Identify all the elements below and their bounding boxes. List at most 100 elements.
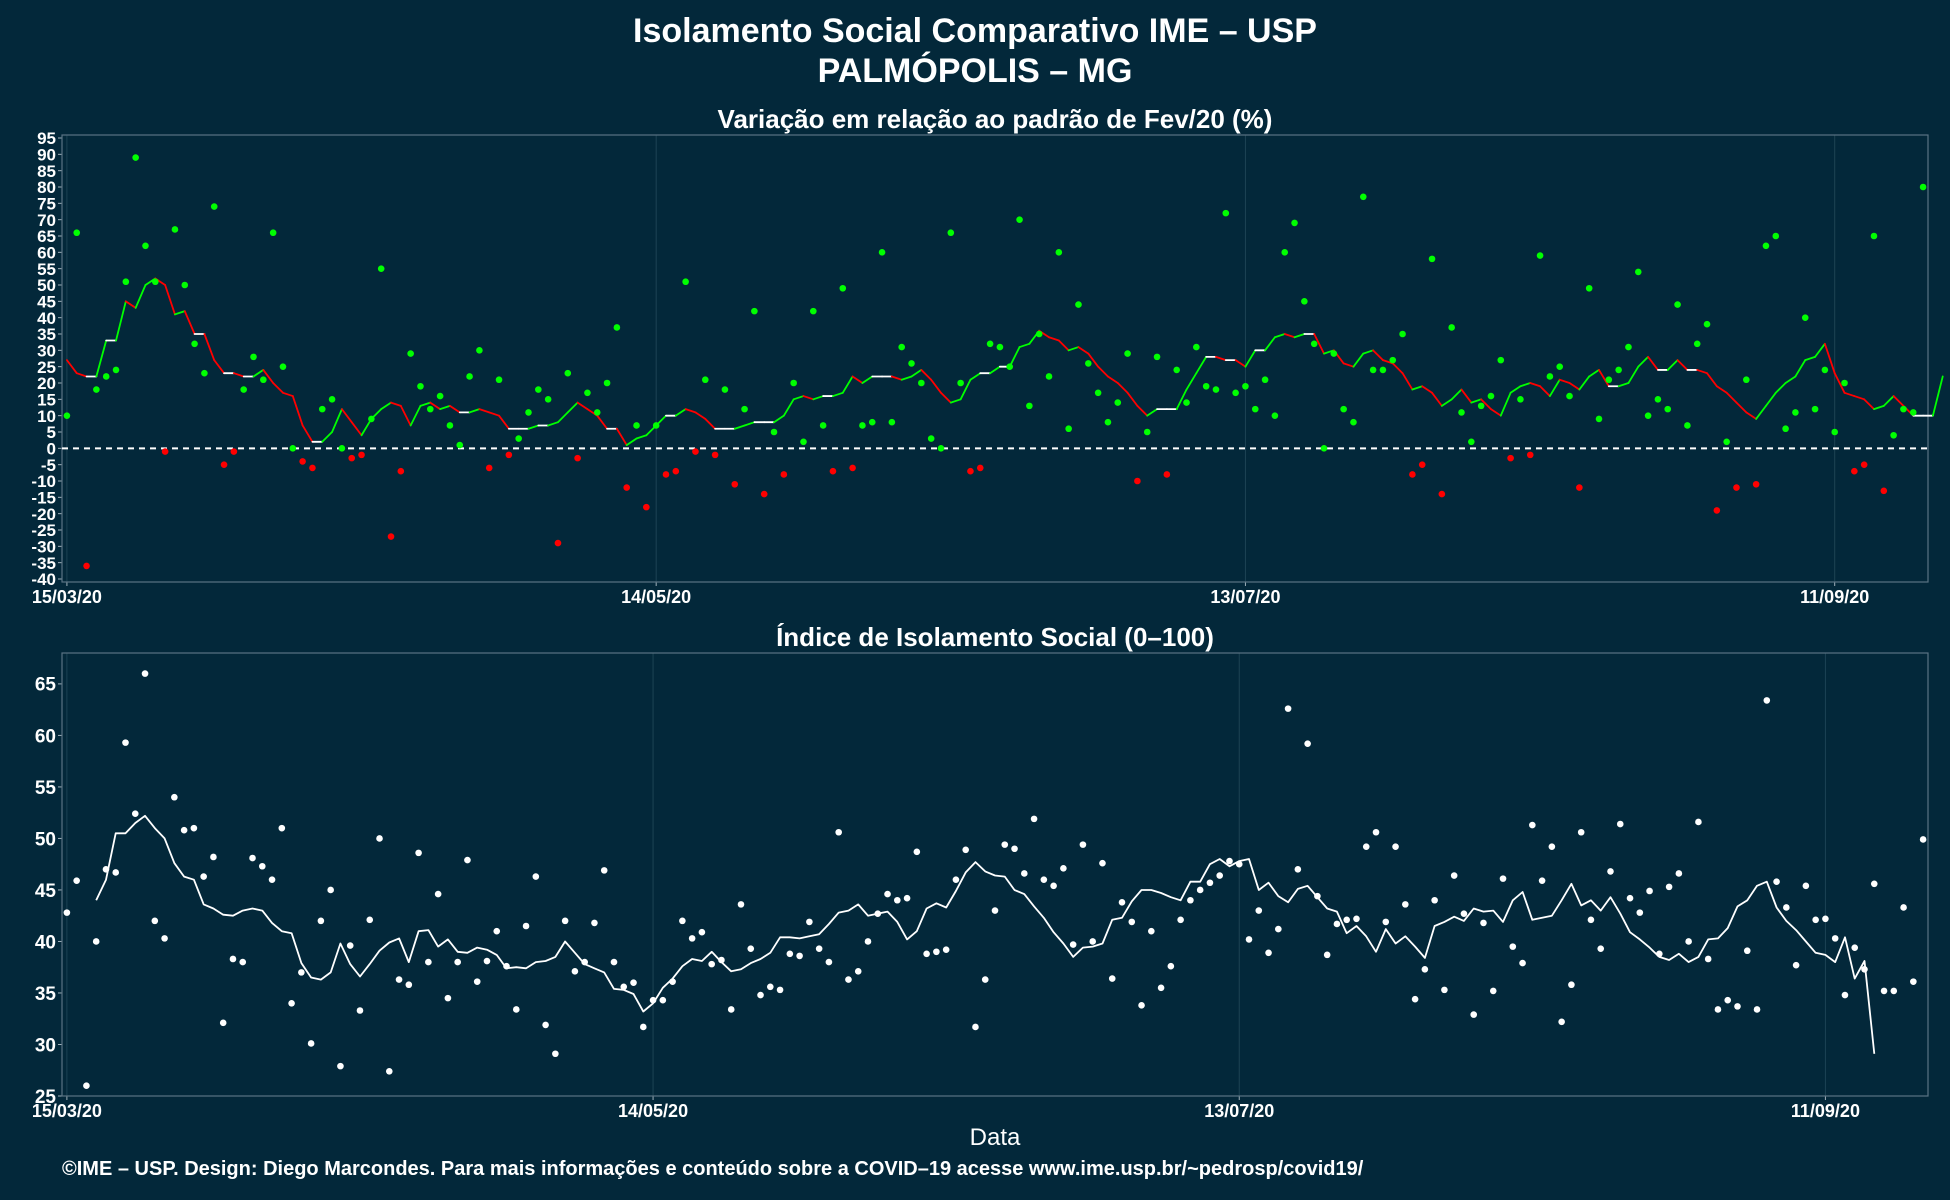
moving-average-segment bbox=[1440, 398, 1453, 407]
data-point bbox=[1536, 252, 1544, 259]
data-point bbox=[1275, 925, 1282, 933]
data-point bbox=[327, 886, 334, 894]
data-point bbox=[1382, 918, 1390, 926]
moving-average-segment bbox=[1195, 355, 1208, 375]
moving-average-segment bbox=[1087, 352, 1100, 368]
chart-subtitle: PALMÓPOLIS – MG bbox=[817, 52, 1133, 90]
y-tick-label: 95 bbox=[37, 129, 56, 148]
data-point bbox=[620, 983, 628, 991]
data-point bbox=[1421, 965, 1429, 973]
data-point bbox=[269, 229, 277, 237]
moving-average-segment bbox=[1735, 401, 1748, 414]
data-point bbox=[191, 340, 198, 348]
data-point bbox=[250, 353, 257, 361]
data-point bbox=[633, 422, 640, 429]
data-point bbox=[1734, 1003, 1741, 1010]
data-point bbox=[1724, 996, 1732, 1004]
data-point bbox=[927, 435, 935, 442]
data-point bbox=[1094, 389, 1102, 397]
data-point bbox=[1703, 320, 1711, 328]
data-point bbox=[981, 976, 989, 983]
y-tick-label: -10 bbox=[31, 472, 56, 491]
data-point bbox=[525, 409, 532, 416]
data-point bbox=[376, 835, 383, 842]
data-point bbox=[466, 373, 473, 380]
y-tick-label: 15 bbox=[37, 390, 56, 409]
moving-average-segment bbox=[576, 401, 589, 411]
moving-average-segment bbox=[920, 369, 933, 381]
moving-average-segment bbox=[1696, 369, 1708, 375]
data-point bbox=[201, 369, 208, 377]
data-point bbox=[483, 957, 491, 965]
data-point bbox=[1359, 193, 1367, 201]
data-point bbox=[652, 422, 660, 429]
y-tick-label: 0 bbox=[47, 439, 56, 458]
moving-average-segment bbox=[1519, 382, 1532, 388]
data-point bbox=[535, 386, 542, 393]
data-point bbox=[1124, 350, 1131, 357]
data-point bbox=[1026, 402, 1033, 410]
data-point bbox=[1011, 845, 1018, 853]
data-point bbox=[727, 1006, 735, 1013]
moving-average-segment bbox=[449, 404, 461, 414]
y-tick-label: 10 bbox=[37, 407, 56, 426]
data-point bbox=[1301, 298, 1308, 305]
moving-average-segment bbox=[1313, 333, 1325, 355]
y-tick-label: -35 bbox=[31, 554, 56, 573]
data-point bbox=[1392, 843, 1399, 850]
moving-average-segment bbox=[1804, 355, 1816, 362]
data-point bbox=[1468, 438, 1475, 446]
data-point bbox=[1870, 232, 1878, 240]
moving-average-segment bbox=[792, 395, 805, 401]
moving-average-segment bbox=[1391, 362, 1404, 375]
data-point bbox=[426, 405, 434, 413]
data-point bbox=[366, 916, 374, 924]
moving-average-segment bbox=[1411, 385, 1424, 391]
data-point bbox=[1291, 219, 1298, 227]
data-point bbox=[1890, 431, 1897, 439]
data-point bbox=[952, 876, 960, 883]
data-point bbox=[395, 976, 403, 983]
moving-average-segment bbox=[1627, 365, 1640, 384]
data-point bbox=[1782, 425, 1789, 433]
moving-average-segment bbox=[350, 421, 363, 437]
data-point bbox=[780, 471, 788, 478]
data-point bbox=[1695, 818, 1702, 826]
moving-average-segment bbox=[1794, 359, 1807, 378]
data-point bbox=[1428, 255, 1436, 263]
data-point bbox=[923, 950, 930, 958]
moving-average-segment bbox=[272, 382, 284, 394]
data-point bbox=[894, 896, 901, 904]
data-point bbox=[591, 919, 598, 927]
moving-average-segment bbox=[478, 408, 491, 414]
data-point bbox=[1314, 892, 1321, 900]
moving-average-segment bbox=[1853, 395, 1866, 401]
data-point bbox=[623, 484, 631, 491]
y-tick-label: -15 bbox=[31, 488, 56, 507]
data-point bbox=[141, 670, 149, 677]
data-point bbox=[1851, 467, 1858, 475]
moving-average-segment bbox=[1598, 369, 1610, 388]
data-point bbox=[854, 968, 862, 975]
data-point bbox=[1529, 821, 1536, 829]
x-tick-label: 15/03/20 bbox=[32, 1101, 102, 1121]
data-point bbox=[1489, 987, 1497, 995]
data-point bbox=[317, 917, 325, 925]
data-point bbox=[701, 376, 709, 384]
moving-average-segment bbox=[1008, 346, 1021, 368]
data-point bbox=[152, 278, 159, 286]
data-point bbox=[770, 428, 778, 436]
moving-average-segment bbox=[1774, 382, 1787, 394]
data-point bbox=[1616, 820, 1624, 828]
data-point bbox=[161, 935, 168, 942]
data-point bbox=[898, 343, 905, 351]
moving-average-segment bbox=[1823, 342, 1836, 375]
data-point bbox=[63, 909, 71, 916]
data-point bbox=[515, 435, 522, 442]
data-point bbox=[1232, 389, 1239, 397]
data-point bbox=[289, 445, 297, 452]
data-point bbox=[1173, 366, 1180, 374]
data-point bbox=[278, 824, 286, 832]
data-point bbox=[1079, 841, 1087, 848]
data-point bbox=[613, 324, 621, 331]
